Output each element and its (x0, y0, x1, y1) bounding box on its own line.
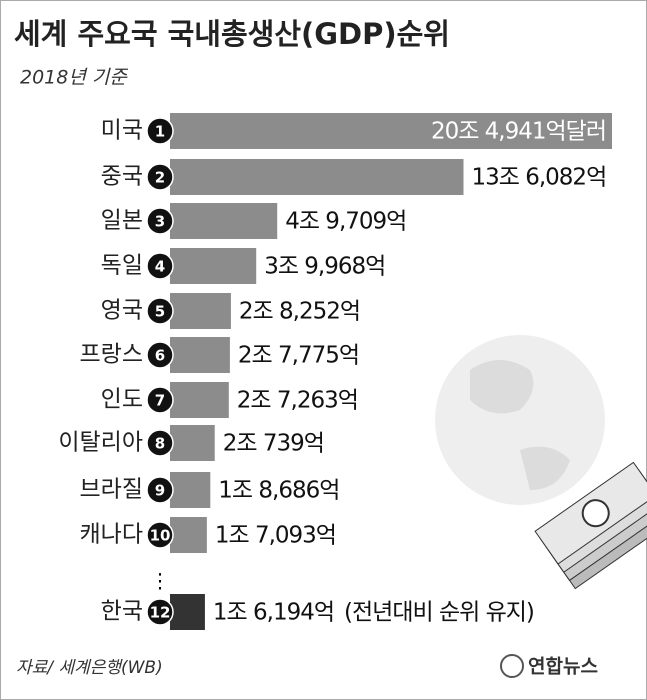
rank-label: 8 (155, 435, 165, 453)
bar (170, 594, 205, 630)
globe-decoration (435, 335, 605, 505)
category-label: 중국 (101, 164, 143, 190)
rank-label: 4 (155, 258, 165, 276)
logo-mark (500, 654, 524, 678)
rank-badge (146, 429, 174, 457)
rank-badge (146, 297, 174, 325)
rank-badge (146, 386, 174, 414)
bar (170, 472, 211, 508)
rank-badge (146, 117, 174, 145)
bar (170, 382, 229, 418)
value-label: 4조 9,709억 (285, 209, 406, 235)
category-label: 프랑스 (80, 342, 143, 368)
category-label: 이탈리아 (58, 430, 143, 456)
rank-label: 2 (155, 169, 165, 187)
value-label: 1조 8,686억 (218, 478, 339, 504)
rank-badge (146, 521, 174, 549)
value-label: 3조 9,968억 (264, 254, 385, 280)
rank-badge (146, 341, 174, 369)
value-label: 2조 7,263억 (237, 388, 358, 414)
category-label: 한국 (101, 599, 143, 625)
bar (170, 517, 207, 553)
annotation: (전년대비 순위 유지) (344, 600, 534, 626)
value-label: 20조 4,941억달러 (431, 119, 606, 145)
money-decoration (534, 461, 647, 590)
bar (170, 337, 230, 373)
bar (170, 248, 257, 284)
rank-label: 6 (155, 347, 165, 365)
rank-label: 1 (155, 123, 165, 141)
chart-subtitle: 2018년 기준 (20, 67, 128, 89)
value-label: 13조 6,082억 (471, 165, 606, 191)
category-label: 인도 (101, 387, 143, 413)
category-label: 일본 (101, 208, 143, 234)
rank-label: 9 (155, 482, 165, 500)
category-label: 미국 (101, 118, 143, 144)
bar (170, 159, 464, 195)
category-label: 독일 (101, 253, 143, 279)
value-label: 2조 8,252억 (239, 299, 360, 325)
bar (170, 293, 231, 329)
source: 자료/ 세계은행(WB) (16, 658, 163, 678)
category-label: 영국 (101, 298, 143, 324)
rank-badge (146, 163, 174, 191)
rank-label: 10 (150, 527, 171, 545)
value-label: 1조 7,093억 (215, 523, 336, 549)
logo-text: 연합뉴스 (528, 656, 598, 678)
value-label: 1조 6,194억 (213, 600, 334, 626)
ellipsis: ⋮ (150, 569, 170, 593)
rank-label: 3 (155, 213, 165, 231)
bar (170, 203, 278, 239)
rank-label: 5 (155, 303, 165, 321)
bar (170, 113, 612, 149)
value-label: 2조 7,775억 (238, 343, 359, 369)
rank-badge (146, 207, 174, 235)
value-label: 2조 739억 (223, 431, 324, 457)
category-label: 캐나다 (80, 522, 143, 548)
chart-title: 세계 주요국 국내총생산(GDP)순위 (14, 17, 450, 51)
rank-label: 12 (150, 604, 171, 622)
rank-label: 7 (155, 392, 165, 410)
rank-badge (146, 598, 174, 626)
rank-badge (146, 476, 174, 504)
bar (170, 425, 215, 461)
category-label: 브라질 (80, 477, 143, 503)
rank-badge (146, 252, 174, 280)
